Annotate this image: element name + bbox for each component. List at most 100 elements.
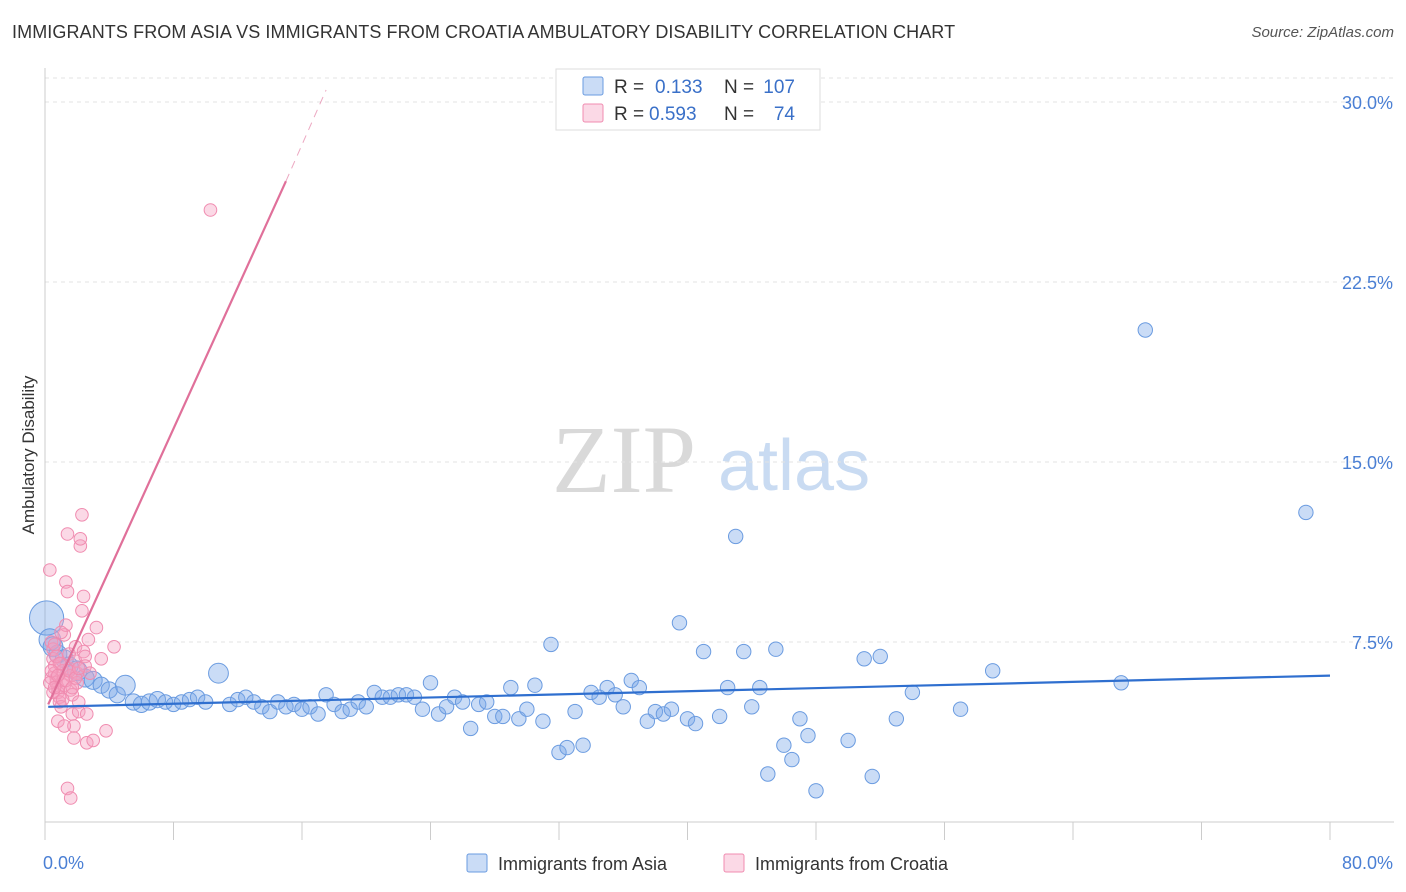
croatia-point-36 bbox=[73, 539, 88, 553]
asia-point-99 bbox=[864, 768, 880, 785]
bottom-legend: Immigrants from Asia Immigrants from Cro… bbox=[466, 853, 949, 874]
croatia-point-39 bbox=[75, 508, 89, 522]
asia-point-61 bbox=[519, 701, 535, 717]
watermark: ZIP atlas bbox=[552, 406, 870, 513]
asia-point-43 bbox=[374, 689, 391, 705]
asia-point-80 bbox=[671, 615, 688, 631]
asia-point-103 bbox=[952, 701, 969, 717]
asia-point-79 bbox=[663, 701, 680, 717]
tick-labels: 7.5% 15.0% 22.5% 30.0% 0.0% 80.0% bbox=[43, 93, 1393, 873]
croatia-point-29 bbox=[67, 731, 81, 745]
asia-point-8 bbox=[83, 670, 103, 690]
asia-point-105 bbox=[1113, 675, 1129, 691]
bottom-legend-swatch-croatia bbox=[723, 853, 745, 873]
source-label: Source: ZipAtlas.com bbox=[1251, 24, 1394, 41]
croatia-point-45 bbox=[79, 707, 94, 721]
grid bbox=[45, 77, 1394, 643]
asia-point-9 bbox=[92, 676, 110, 694]
series-asia-points bbox=[29, 322, 1314, 799]
series-croatia-points bbox=[43, 203, 218, 805]
asia-point-95 bbox=[800, 727, 816, 744]
croatia-point-40 bbox=[76, 589, 91, 604]
x-tick-label-max: 80.0% bbox=[1342, 853, 1393, 873]
asia-point-104 bbox=[984, 663, 1001, 679]
legend-n-label-asia: N = bbox=[724, 77, 754, 98]
asia-point-81 bbox=[679, 711, 696, 727]
trend-line-croatia-extension bbox=[285, 89, 327, 182]
asia-point-10 bbox=[100, 681, 118, 699]
croatia-point-37 bbox=[73, 532, 88, 546]
croatia-point-55 bbox=[47, 637, 62, 652]
asia-point-26 bbox=[238, 689, 254, 705]
asia-point-82 bbox=[687, 715, 704, 732]
asia-point-101 bbox=[888, 711, 905, 727]
croatia-point-60 bbox=[63, 791, 78, 805]
y-tick-label-3: 30.0% bbox=[1342, 93, 1393, 113]
y-tick-label-1: 15.0% bbox=[1342, 453, 1393, 473]
bottom-legend-swatch-asia bbox=[466, 853, 488, 873]
asia-point-49 bbox=[422, 675, 439, 691]
croatia-point-51 bbox=[99, 724, 113, 738]
trend-lines bbox=[47, 89, 1331, 708]
legend-r-label-croatia: R = bbox=[614, 104, 644, 125]
asia-point-64 bbox=[543, 636, 559, 653]
asia-point-102 bbox=[904, 684, 921, 701]
croatia-point-64 bbox=[55, 692, 70, 707]
asia-point-12 bbox=[114, 674, 136, 696]
croatia-point-21 bbox=[60, 527, 75, 541]
asia-point-86 bbox=[727, 528, 744, 545]
bottom-legend-label-croatia: Immigrants from Croatia bbox=[755, 854, 949, 874]
asia-point-58 bbox=[495, 708, 511, 725]
legend-n-value-asia: 107 bbox=[763, 77, 795, 98]
asia-point-89 bbox=[752, 679, 768, 696]
asia-point-23 bbox=[208, 662, 229, 684]
asia-point-84 bbox=[711, 708, 728, 725]
croatia-point-38 bbox=[75, 604, 89, 618]
y-tick-label-0: 7.5% bbox=[1352, 633, 1393, 653]
croatia-point-57 bbox=[54, 625, 68, 640]
asia-point-56 bbox=[479, 694, 495, 710]
croatia-point-28 bbox=[67, 719, 81, 733]
asia-point-21 bbox=[189, 689, 206, 705]
croatia-point-58 bbox=[57, 719, 72, 733]
asia-point-106 bbox=[1137, 322, 1153, 338]
asia-point-78 bbox=[655, 706, 672, 722]
asia-point-73 bbox=[615, 699, 631, 715]
asia-point-92 bbox=[776, 737, 792, 753]
asia-point-0 bbox=[29, 600, 65, 636]
croatia-point-0 bbox=[43, 563, 57, 577]
croatia-point-53 bbox=[203, 203, 218, 217]
asia-point-48 bbox=[414, 701, 431, 717]
watermark-zip: ZIP bbox=[552, 406, 696, 513]
asia-point-96 bbox=[808, 783, 824, 799]
legend-r-label-asia: R = bbox=[614, 77, 644, 98]
croatia-point-49 bbox=[89, 620, 104, 635]
legend-swatch-croatia bbox=[582, 103, 604, 123]
asia-point-35 bbox=[310, 706, 326, 722]
croatia-point-52 bbox=[107, 640, 121, 654]
asia-point-24 bbox=[222, 696, 238, 713]
asia-point-63 bbox=[535, 713, 551, 729]
asia-point-75 bbox=[631, 679, 648, 696]
legend-r-value-croatia: 0.593 bbox=[649, 104, 697, 125]
chart-title: IMMIGRANTS FROM ASIA VS IMMIGRANTS FROM … bbox=[12, 22, 956, 42]
croatia-point-69 bbox=[71, 661, 86, 676]
asia-point-41 bbox=[358, 699, 374, 715]
asia-point-93 bbox=[784, 751, 800, 768]
x-tick-label-min: 0.0% bbox=[43, 853, 84, 873]
asia-point-94 bbox=[792, 711, 808, 727]
asia-point-97 bbox=[840, 732, 856, 749]
asia-point-65 bbox=[551, 744, 567, 761]
legend-box bbox=[555, 68, 821, 131]
legend-r-value-asia: 0.133 bbox=[655, 77, 703, 98]
asia-point-66 bbox=[559, 739, 575, 756]
croatia-point-46 bbox=[81, 632, 96, 647]
croatia-point-62 bbox=[49, 649, 64, 664]
croatia-point-47 bbox=[83, 666, 97, 681]
asia-point-57 bbox=[487, 708, 503, 725]
asia-point-54 bbox=[462, 720, 479, 737]
legend-n-value-croatia: 74 bbox=[774, 104, 796, 125]
asia-point-91 bbox=[768, 641, 784, 657]
asia-point-62 bbox=[527, 677, 543, 693]
asia-point-90 bbox=[760, 766, 776, 782]
